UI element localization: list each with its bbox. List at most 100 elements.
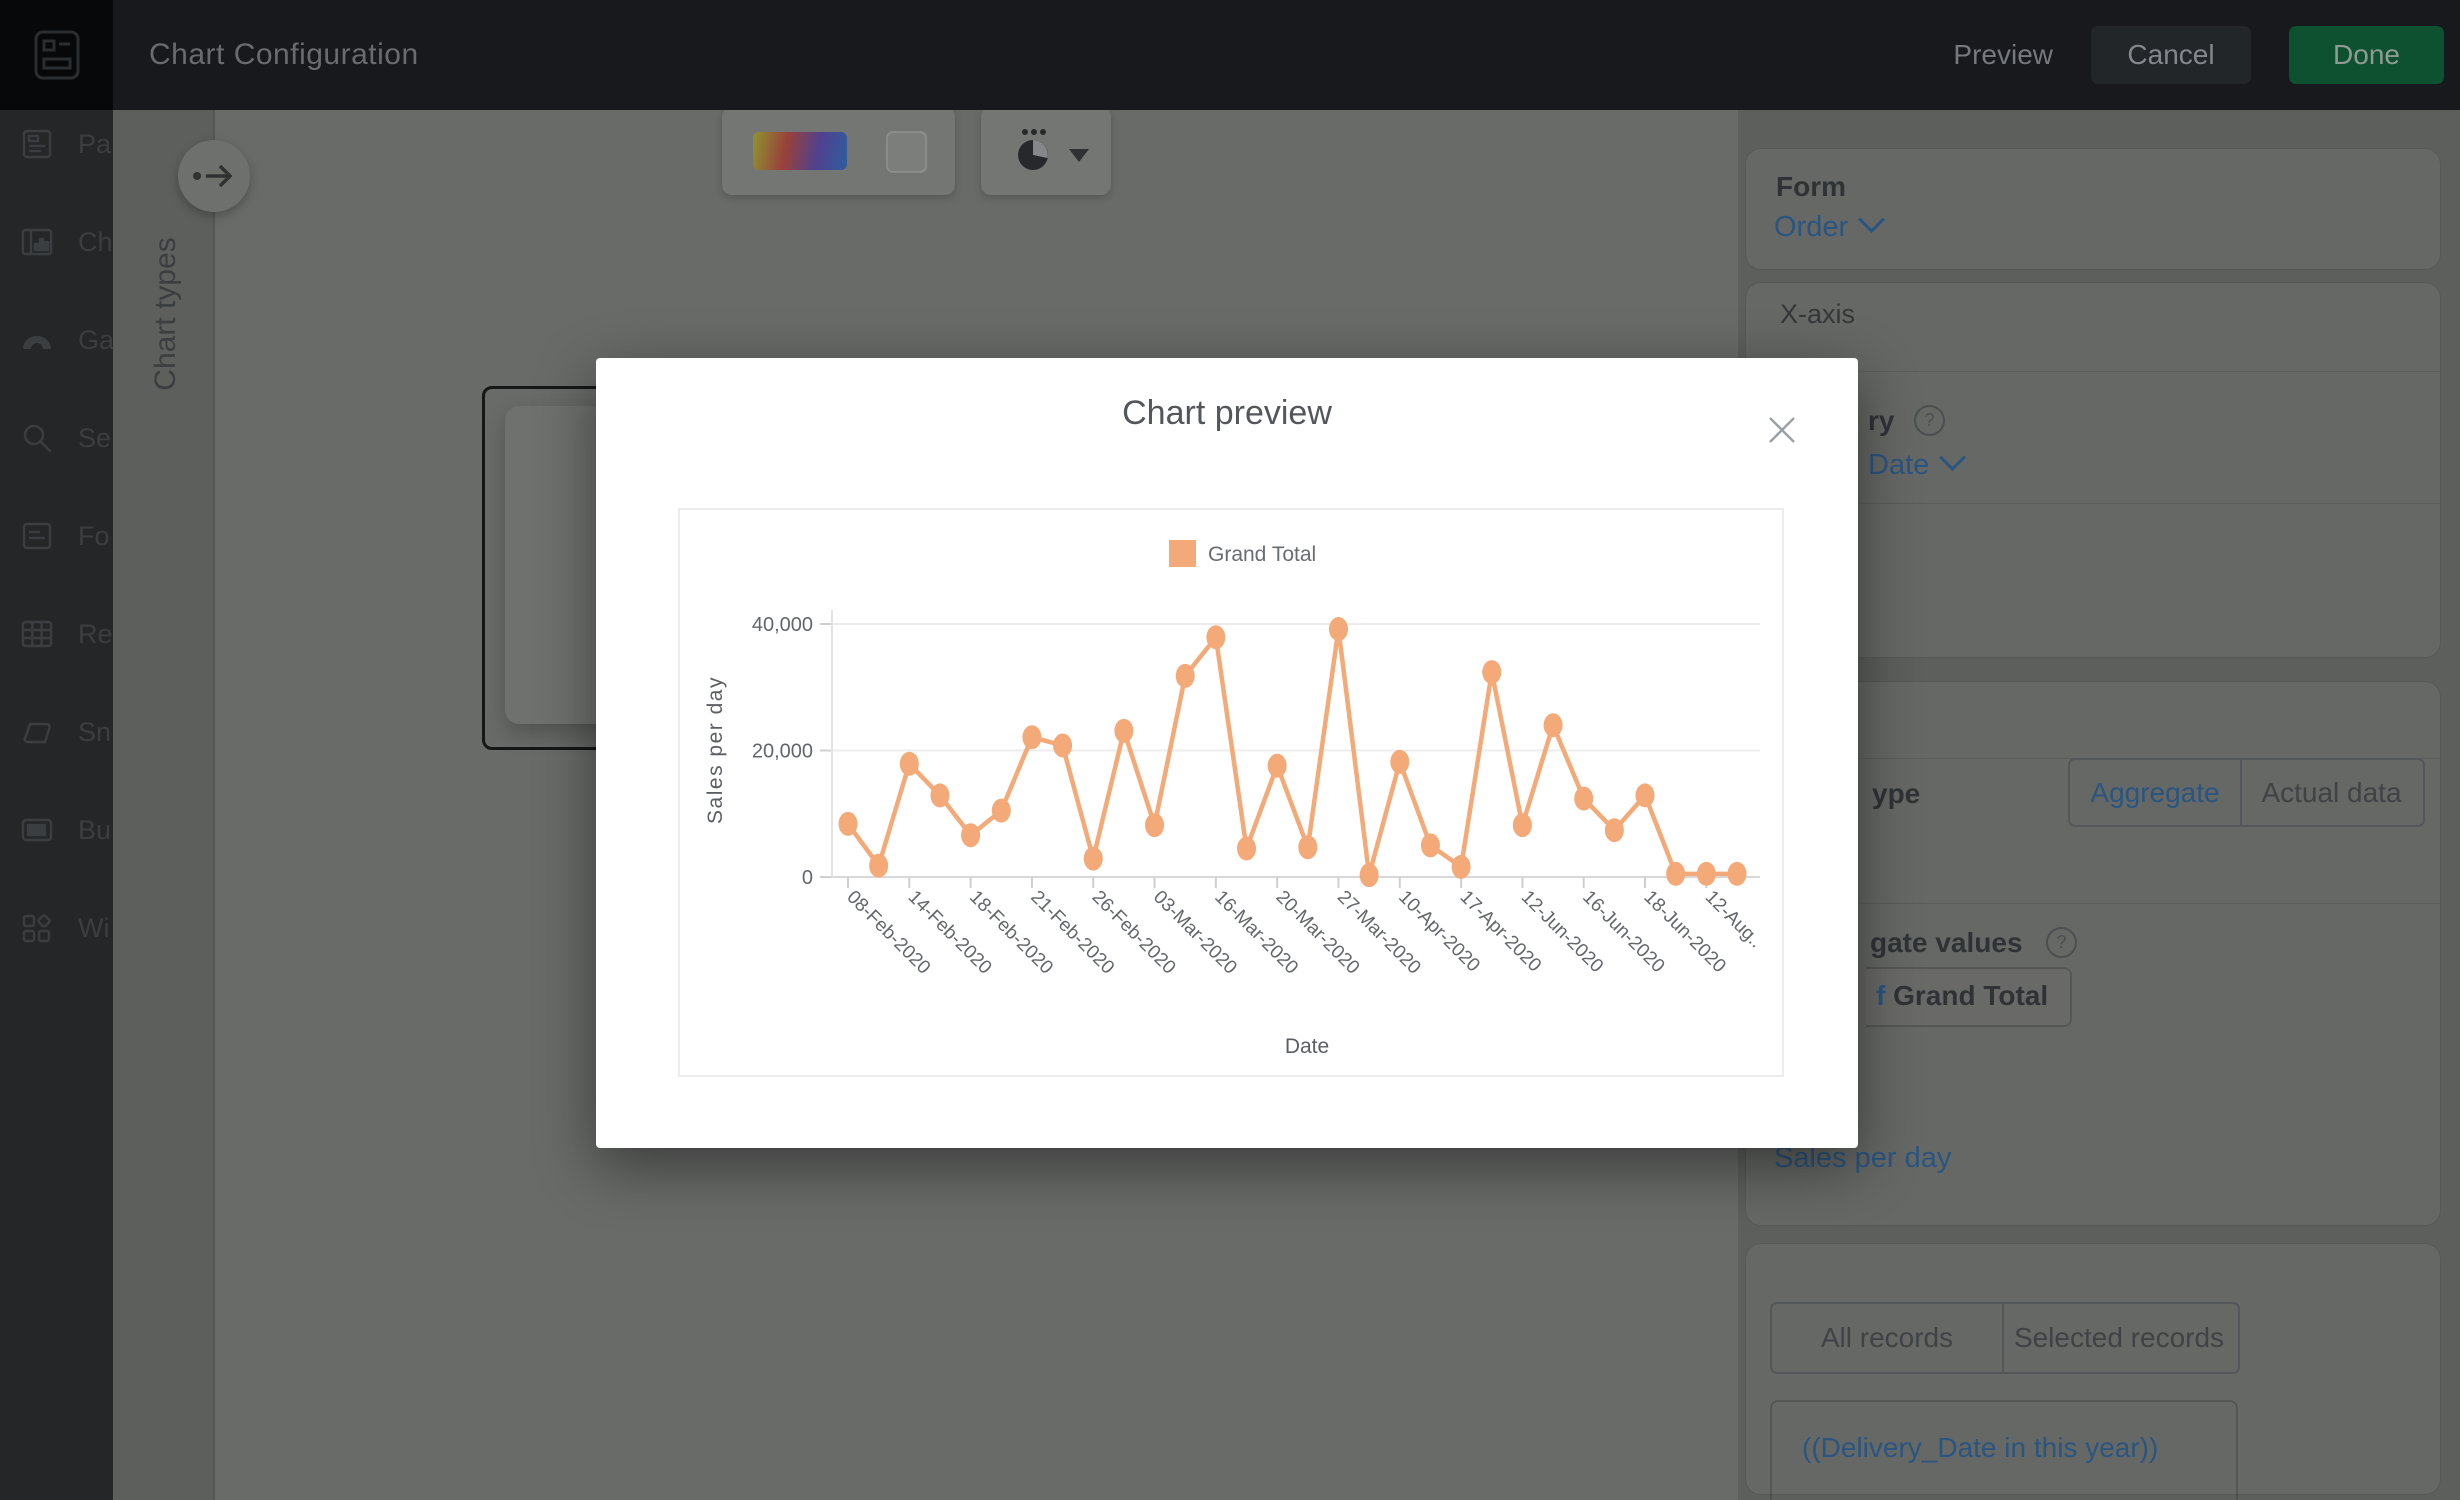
xaxis-field-select[interactable]: Date <box>1868 444 1967 482</box>
preview-button[interactable]: Preview <box>1953 39 2053 70</box>
sidebar-item-fo[interactable]: Fo <box>0 504 113 568</box>
help-icon[interactable]: ? <box>1914 405 1945 436</box>
xaxis-label: X-axis <box>1780 299 1856 329</box>
data-point[interactable] <box>1359 863 1379 888</box>
arrow-right-icon <box>193 164 233 188</box>
x-axis-title: Date <box>1285 1035 1329 1058</box>
expand-panel-button[interactable] <box>178 140 250 212</box>
data-point[interactable] <box>1420 833 1440 858</box>
criteria-text: ((Delivery_Date in this year)) <box>1802 1432 2159 1463</box>
data-point[interactable] <box>1512 813 1532 838</box>
sidebar-item-label: Wi <box>78 912 110 943</box>
background-swatch[interactable] <box>886 131 927 173</box>
tab-aggregate[interactable]: Aggregate <box>2090 776 2220 808</box>
help-icon[interactable]: ? <box>2046 927 2077 958</box>
aggregate-values-label-fragment: gate values <box>1870 927 2023 958</box>
sidebar-item-wi[interactable]: Wi <box>0 896 113 960</box>
data-point[interactable] <box>1237 836 1257 861</box>
close-icon[interactable] <box>1764 412 1800 448</box>
sidebar-item-se[interactable]: Se <box>0 406 113 470</box>
data-point[interactable] <box>1543 713 1563 738</box>
chip-prefix-fragment: f <box>1876 980 1886 1011</box>
data-point[interactable] <box>1451 854 1471 879</box>
data-point[interactable] <box>1574 786 1594 811</box>
snippet-icon <box>23 722 51 744</box>
app-logo[interactable] <box>0 0 113 110</box>
data-point[interactable] <box>961 823 981 848</box>
data-point[interactable] <box>1390 749 1410 774</box>
button-icon <box>21 818 53 842</box>
sidebar-item-label: Pa <box>78 128 112 159</box>
data-point[interactable] <box>1328 617 1348 642</box>
criteria-box[interactable]: ((Delivery_Date in this year)) <box>1770 1400 2238 1500</box>
data-point[interactable] <box>1145 813 1165 838</box>
pie-style-dropdown[interactable] <box>981 107 1111 195</box>
y-axis-title: Sales per day <box>704 676 727 824</box>
data-point[interactable] <box>930 783 950 808</box>
data-point[interactable] <box>899 751 919 776</box>
sidebar-item-label: Bu <box>78 814 112 845</box>
sidebar-item-ga[interactable]: Ga <box>0 308 113 372</box>
page-title: Chart Configuration <box>149 38 419 71</box>
data-point[interactable] <box>1298 835 1318 860</box>
data-point[interactable] <box>1267 753 1287 778</box>
chart-style-toolbar <box>981 107 1111 195</box>
color-gradient-swatch[interactable] <box>753 132 847 170</box>
sidebar-item-label: Se <box>78 422 112 453</box>
tab-all-records[interactable]: All records <box>1820 1322 1954 1353</box>
form-label: Form <box>1776 171 1846 202</box>
sidebar-item-ch[interactable]: Ch <box>0 210 113 274</box>
tab-actual-data[interactable]: Actual data <box>2261 776 2402 808</box>
legend-label: Grand Total <box>1208 543 1316 566</box>
chart-icon <box>21 228 53 256</box>
data-point[interactable] <box>1696 861 1716 886</box>
cancel-button[interactable]: Cancel <box>2091 26 2251 84</box>
chip-label: Grand Total <box>1885 980 2049 1011</box>
plot-line <box>845 626 1740 878</box>
y-tick-label: 0 <box>802 867 813 889</box>
tab-selected-records[interactable]: Selected records <box>2013 1322 2225 1353</box>
data-point[interactable] <box>1604 818 1624 843</box>
data-point[interactable] <box>838 811 858 836</box>
data-point[interactable] <box>1482 660 1502 685</box>
sidebar-item-sn[interactable]: Sn <box>0 700 113 764</box>
legend-swatch <box>1169 540 1196 567</box>
data-point[interactable] <box>1666 861 1686 886</box>
left-nav-sidebar: Pa Ch Ga Se Fo Re Sn Bu Wi <box>0 110 113 1500</box>
data-point[interactable] <box>1175 663 1195 688</box>
data-point[interactable] <box>1206 625 1226 650</box>
records-card: All records Selected records ((Delivery_… <box>1745 1243 2441 1500</box>
aggregate-chip[interactable]: f Grand Total <box>1866 967 2072 1027</box>
data-point[interactable] <box>991 798 1011 823</box>
sidebar-item-bu[interactable]: Bu <box>0 798 113 862</box>
chevron-down-icon <box>1939 444 1967 472</box>
data-point[interactable] <box>1727 861 1747 886</box>
sidebar-item-label: Ga <box>78 324 113 355</box>
data-card: ype Aggregate Actual data gate values ? … <box>1745 681 2441 1226</box>
data-point[interactable] <box>1022 725 1042 750</box>
data-point[interactable] <box>869 853 889 878</box>
sidebar-item-pa[interactable]: Pa <box>0 112 113 176</box>
pie-icon <box>1018 140 1048 170</box>
search-icon <box>23 424 52 453</box>
data-point[interactable] <box>1635 783 1655 808</box>
xaxis-card: X-axis ry ? Date <box>1745 282 2441 658</box>
sidebar-item-label: Re <box>78 618 113 649</box>
data-point[interactable] <box>1114 718 1134 743</box>
style-toolbar <box>722 107 955 195</box>
sidebar-item-label: Fo <box>78 520 110 551</box>
chart-types-label: Chart types <box>149 237 182 391</box>
form-card: Form Order <box>1745 148 2441 270</box>
done-button[interactable]: Done <box>2289 26 2444 84</box>
form-select[interactable]: Order <box>1774 206 1886 244</box>
records-segmented: All records Selected records <box>1770 1302 2240 1374</box>
gauge-icon <box>23 336 51 349</box>
data-point[interactable] <box>1083 846 1103 871</box>
chart-preview-box: 0 20,000 40,000 08-Feb-2020 14-Feb-2020 18-Fe… <box>678 508 1784 1077</box>
category-label-fragment: ry <box>1868 405 1895 436</box>
data-point[interactable] <box>1053 733 1073 758</box>
widget-icon <box>22 914 51 943</box>
sidebar-item-re[interactable]: Re <box>0 602 113 666</box>
report-icon <box>21 620 53 648</box>
data-type-segmented: Aggregate Actual data <box>2068 758 2425 827</box>
